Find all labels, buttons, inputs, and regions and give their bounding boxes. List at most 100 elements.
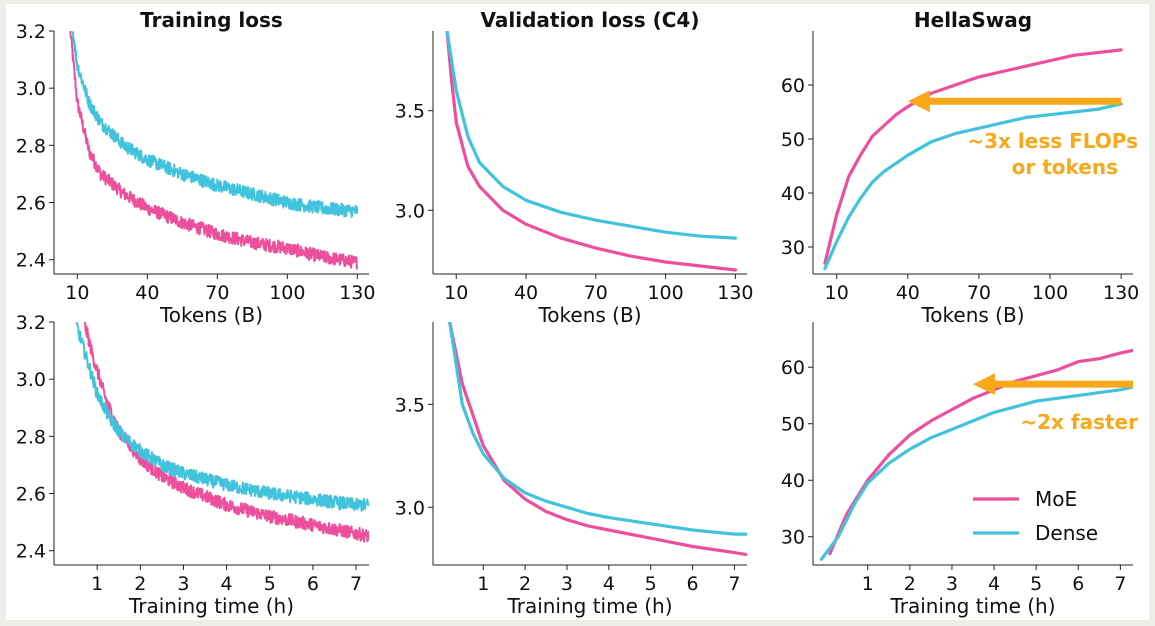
x-tick-label: 130 bbox=[339, 282, 375, 304]
y-tick-label: 3.5 bbox=[395, 394, 425, 416]
legend-label-moe: MoE bbox=[1035, 487, 1077, 511]
y-tick-label: 60 bbox=[781, 75, 805, 97]
x-tick-label: 4 bbox=[988, 573, 1000, 595]
y-tick-label: 2.4 bbox=[16, 250, 46, 272]
series-line-moe bbox=[823, 48, 1123, 265]
series-line-dense bbox=[71, 31, 359, 218]
panel-val-loss-time: 1 2 3 4 5 6 7 3.0 3.5 Training time (h) bbox=[395, 322, 747, 618]
x-tick-label: 1 bbox=[477, 573, 489, 595]
x-axis-label: Tokens (B) bbox=[537, 303, 641, 327]
series-line-moe bbox=[445, 31, 737, 272]
x-tick-label: 4 bbox=[221, 573, 233, 595]
y-tick-label: 2.6 bbox=[16, 484, 46, 506]
x-tick-label: 7 bbox=[728, 573, 740, 595]
y-tick-label: 30 bbox=[781, 237, 805, 259]
x-tick-label: 1 bbox=[862, 573, 874, 595]
x-tick-label: 100 bbox=[1032, 282, 1068, 304]
x-tick-label: 10 bbox=[65, 282, 89, 304]
x-tick-label: 3 bbox=[946, 573, 958, 595]
x-tick-label: 70 bbox=[205, 282, 229, 304]
y-tick-label: 3.0 bbox=[395, 200, 425, 222]
series-line-dense bbox=[445, 31, 737, 240]
annotation-arrowhead bbox=[907, 90, 930, 113]
panel-train-loss-time: 1 2 3 4 5 6 7 2.4 2.6 2.8 3.0 3.2 Training time (h) bbox=[16, 312, 369, 618]
series-line-dense bbox=[819, 385, 1133, 561]
x-tick-label: 5 bbox=[645, 573, 657, 595]
x-tick-label: 6 bbox=[1072, 573, 1084, 595]
panel-train-loss-tokens: 10 40 70 100 130 2.4 2.6 2.8 3.0 3.2 Training loss… bbox=[16, 8, 376, 327]
x-tick-label: 40 bbox=[135, 282, 159, 304]
x-axis-label: Tokens (B) bbox=[920, 303, 1024, 327]
y-tick-label: 2.8 bbox=[16, 135, 46, 157]
series-line-dense bbox=[75, 322, 369, 512]
y-tick-label: 40 bbox=[781, 183, 805, 205]
y-tick-label: 3.0 bbox=[395, 497, 425, 519]
x-tick-label: 100 bbox=[269, 282, 305, 304]
x-tick-label: 4 bbox=[603, 573, 615, 595]
series-group bbox=[75, 322, 369, 543]
panel-hellaswag-tokens: 10 40 70 100 130 30 40 50 60 HellaSwag Tokens (B) ~… bbox=[781, 8, 1139, 327]
x-tick-label: 7 bbox=[1114, 573, 1126, 595]
y-tick-label: 3.0 bbox=[16, 78, 46, 100]
y-tick-label: 3.2 bbox=[16, 21, 46, 43]
series-group bbox=[819, 348, 1133, 561]
x-tick-label: 5 bbox=[1030, 573, 1042, 595]
x-tick-label: 6 bbox=[687, 573, 699, 595]
y-tick-label: 3.2 bbox=[16, 312, 46, 334]
x-axis-label: Training time (h) bbox=[506, 594, 672, 618]
chart-title: Training loss bbox=[140, 8, 283, 32]
x-tick-label: 7 bbox=[350, 573, 362, 595]
annotation-text: ~3x less FLOPs bbox=[967, 129, 1138, 153]
y-tick-label: 2.4 bbox=[16, 541, 46, 563]
x-tick-label: 70 bbox=[967, 282, 991, 304]
chart-title: Validation loss (C4) bbox=[480, 8, 699, 32]
series-group bbox=[823, 48, 1123, 271]
x-tick-label: 3 bbox=[177, 573, 189, 595]
series-group bbox=[448, 322, 747, 557]
y-tick-label: 50 bbox=[781, 414, 805, 436]
x-axis-label: Training time (h) bbox=[128, 594, 294, 618]
x-tick-label: 10 bbox=[825, 282, 849, 304]
x-tick-label: 2 bbox=[519, 573, 531, 595]
y-tick-label: 50 bbox=[781, 129, 805, 151]
x-tick-label: 130 bbox=[717, 282, 753, 304]
y-tick-label: 30 bbox=[781, 527, 805, 549]
x-tick-label: 70 bbox=[584, 282, 608, 304]
x-tick-label: 6 bbox=[307, 573, 319, 595]
panel-hellaswag-time: 1 2 3 4 5 6 7 30 40 50 60 Training time (h) ~2x fast… bbox=[781, 322, 1138, 618]
legend-label-dense: Dense bbox=[1035, 521, 1098, 545]
y-tick-label: 3.5 bbox=[395, 101, 425, 123]
annotation-arrowhead bbox=[973, 373, 995, 396]
y-tick-label: 2.8 bbox=[16, 426, 46, 448]
x-tick-label: 100 bbox=[647, 282, 683, 304]
x-tick-label: 130 bbox=[1103, 282, 1139, 304]
series-line-moe bbox=[84, 322, 369, 543]
x-tick-label: 40 bbox=[896, 282, 920, 304]
series-line-dense bbox=[823, 102, 1123, 271]
x-axis-label: Training time (h) bbox=[889, 594, 1055, 618]
x-tick-label: 5 bbox=[264, 573, 276, 595]
annotation-text: ~2x faster bbox=[1020, 410, 1138, 434]
y-tick-label: 2.6 bbox=[16, 193, 46, 215]
y-tick-label: 60 bbox=[781, 357, 805, 379]
figure: 10 40 70 100 130 2.4 2.6 2.8 3.0 3.2 Training loss… bbox=[6, 4, 1149, 620]
series-line-moe bbox=[69, 31, 358, 270]
y-tick-label: 40 bbox=[781, 470, 805, 492]
x-tick-label: 10 bbox=[444, 282, 468, 304]
x-tick-label: 3 bbox=[561, 573, 573, 595]
series-line-dense bbox=[448, 322, 747, 536]
x-tick-label: 40 bbox=[514, 282, 538, 304]
panel-val-loss-tokens: 10 40 70 100 130 3.0 3.5 Validation loss (C4) To… bbox=[395, 8, 754, 327]
x-tick-label: 2 bbox=[134, 573, 146, 595]
y-tick-label: 3.0 bbox=[16, 369, 46, 391]
x-tick-label: 1 bbox=[91, 573, 103, 595]
series-line-moe bbox=[828, 348, 1133, 556]
series-group bbox=[445, 31, 737, 272]
x-axis-label: Tokens (B) bbox=[159, 303, 263, 327]
chart-title: HellaSwag bbox=[914, 8, 1032, 32]
series-line-moe bbox=[448, 322, 747, 557]
x-tick-label: 2 bbox=[904, 573, 916, 595]
annotation-text: or tokens bbox=[1012, 155, 1118, 179]
series-group bbox=[69, 31, 359, 270]
